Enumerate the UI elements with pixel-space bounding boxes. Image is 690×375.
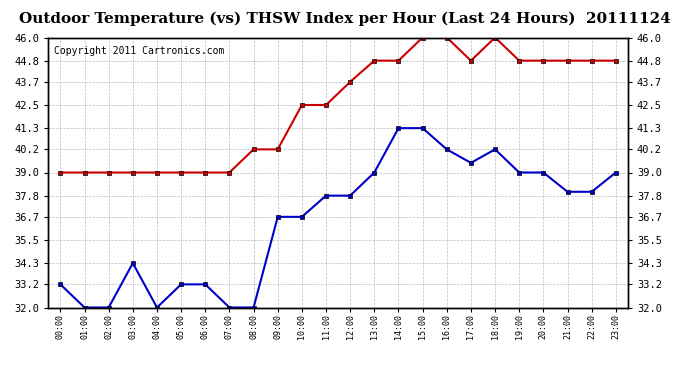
Text: Copyright 2011 Cartronics.com: Copyright 2011 Cartronics.com [54, 46, 224, 56]
Text: Outdoor Temperature (vs) THSW Index per Hour (Last 24 Hours)  20111124: Outdoor Temperature (vs) THSW Index per … [19, 11, 671, 26]
